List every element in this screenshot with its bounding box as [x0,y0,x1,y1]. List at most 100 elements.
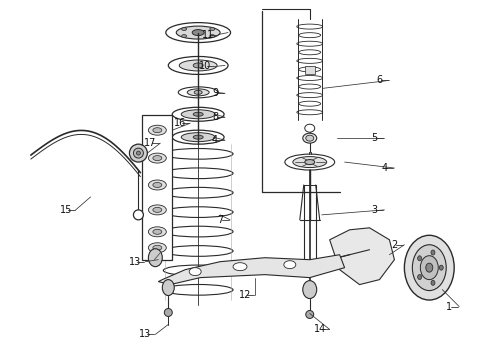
Ellipse shape [305,124,315,132]
Text: 9: 9 [212,88,218,98]
Ellipse shape [299,33,321,38]
Ellipse shape [148,153,166,163]
Ellipse shape [163,265,233,276]
Ellipse shape [182,35,187,37]
Ellipse shape [182,28,187,31]
Ellipse shape [136,151,141,155]
Ellipse shape [297,58,323,63]
Ellipse shape [404,235,454,300]
Ellipse shape [299,50,321,55]
Ellipse shape [297,24,323,29]
Ellipse shape [303,280,317,298]
Text: 13: 13 [129,257,142,267]
Ellipse shape [163,284,233,295]
Ellipse shape [187,89,209,96]
Ellipse shape [148,249,162,267]
Text: 6: 6 [376,75,383,85]
Ellipse shape [193,112,203,116]
Ellipse shape [148,180,166,190]
Ellipse shape [133,148,144,158]
Ellipse shape [299,101,321,106]
Ellipse shape [153,128,162,133]
Ellipse shape [129,144,147,162]
Ellipse shape [163,246,233,256]
Text: 3: 3 [371,205,378,215]
Ellipse shape [148,227,166,237]
Ellipse shape [178,87,218,98]
Ellipse shape [293,157,327,167]
Bar [305,67,315,75]
Polygon shape [330,228,394,285]
Ellipse shape [153,229,162,234]
Ellipse shape [193,135,203,139]
Ellipse shape [162,280,174,296]
Ellipse shape [189,268,201,276]
Ellipse shape [181,110,215,119]
Ellipse shape [426,263,433,272]
Ellipse shape [297,76,323,81]
Ellipse shape [413,245,446,291]
Ellipse shape [164,309,172,316]
Ellipse shape [181,133,215,141]
Ellipse shape [420,256,438,280]
Text: 1: 1 [446,302,452,311]
Ellipse shape [431,280,435,285]
Ellipse shape [306,310,314,319]
Ellipse shape [285,154,335,170]
Ellipse shape [153,183,162,188]
Ellipse shape [172,130,224,144]
Ellipse shape [176,26,220,39]
Ellipse shape [299,84,321,89]
Ellipse shape [172,107,224,121]
Bar [143,115,172,260]
Ellipse shape [439,265,443,270]
Text: 14: 14 [314,324,326,334]
Ellipse shape [193,63,203,68]
Ellipse shape [153,245,162,250]
Ellipse shape [192,30,204,36]
Ellipse shape [148,125,166,135]
Text: 7: 7 [217,215,223,225]
Ellipse shape [148,243,166,253]
Ellipse shape [153,156,162,161]
Ellipse shape [303,133,317,143]
Ellipse shape [233,263,247,271]
Ellipse shape [297,41,323,46]
Text: 2: 2 [392,240,397,250]
Text: 12: 12 [239,289,251,300]
Ellipse shape [153,207,162,212]
Ellipse shape [166,23,231,42]
Ellipse shape [163,149,233,159]
Text: 4: 4 [212,135,218,145]
Ellipse shape [417,275,421,279]
Ellipse shape [163,226,233,237]
Ellipse shape [284,261,296,269]
Ellipse shape [148,205,166,215]
Text: 16: 16 [174,118,186,128]
Ellipse shape [431,250,435,255]
Text: 5: 5 [371,133,378,143]
Text: 17: 17 [144,138,156,148]
Text: 10: 10 [199,62,211,71]
Ellipse shape [306,135,314,141]
Ellipse shape [210,28,215,31]
Ellipse shape [210,35,215,37]
Text: 15: 15 [59,205,72,215]
Text: 8: 8 [212,112,218,122]
Ellipse shape [163,187,233,198]
Ellipse shape [305,159,315,165]
Polygon shape [158,255,344,285]
Ellipse shape [297,93,323,98]
Ellipse shape [299,67,321,72]
Ellipse shape [163,207,233,217]
Ellipse shape [417,256,421,261]
Ellipse shape [163,168,233,179]
Ellipse shape [194,90,202,94]
Ellipse shape [179,60,217,71]
Text: 4: 4 [381,163,388,173]
Ellipse shape [133,210,144,220]
Text: 13: 13 [139,329,151,339]
Ellipse shape [297,110,323,115]
Text: 11: 11 [202,30,214,40]
Ellipse shape [168,57,228,75]
